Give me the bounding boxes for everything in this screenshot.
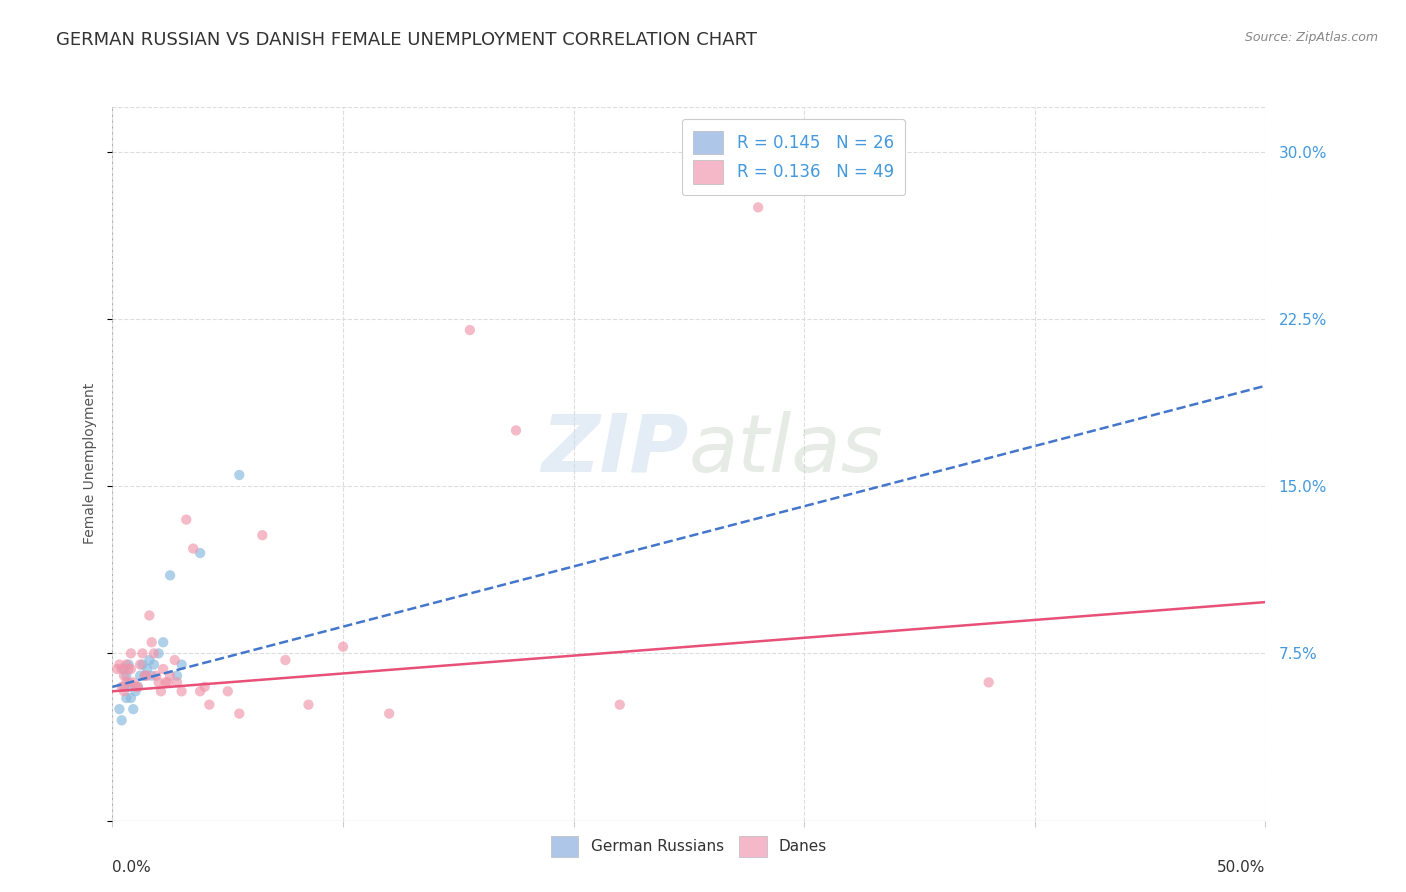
Point bbox=[609, 698, 631, 712]
Point bbox=[149, 684, 172, 698]
Point bbox=[188, 684, 211, 698]
Point bbox=[129, 669, 152, 683]
Point bbox=[131, 657, 153, 672]
Point bbox=[143, 657, 166, 672]
Point bbox=[228, 467, 250, 482]
Point bbox=[181, 541, 204, 556]
Point bbox=[274, 653, 297, 667]
Point bbox=[115, 657, 138, 672]
Point bbox=[108, 702, 131, 716]
Point bbox=[120, 690, 142, 705]
Point bbox=[112, 669, 135, 683]
Point bbox=[134, 669, 156, 683]
Point bbox=[159, 669, 181, 683]
Legend: German Russians, Danes: German Russians, Danes bbox=[541, 827, 837, 866]
Point bbox=[252, 528, 274, 542]
Point bbox=[217, 684, 239, 698]
Point bbox=[112, 684, 135, 698]
Point bbox=[124, 680, 146, 694]
Point bbox=[170, 684, 193, 698]
Point bbox=[138, 653, 160, 667]
Point bbox=[143, 646, 166, 660]
Point bbox=[127, 680, 149, 694]
Point bbox=[166, 669, 188, 683]
Text: Source: ZipAtlas.com: Source: ZipAtlas.com bbox=[1244, 31, 1378, 45]
Point bbox=[170, 657, 193, 672]
Point bbox=[136, 669, 159, 683]
Point bbox=[194, 680, 217, 694]
Point bbox=[159, 568, 181, 582]
Point bbox=[129, 657, 152, 672]
Y-axis label: Female Unemployment: Female Unemployment bbox=[83, 384, 97, 544]
Point bbox=[747, 201, 769, 215]
Point bbox=[228, 706, 250, 721]
Point bbox=[136, 662, 159, 676]
Point bbox=[148, 675, 170, 690]
Point bbox=[117, 662, 139, 676]
Text: 0.0%: 0.0% bbox=[112, 860, 152, 875]
Point bbox=[105, 662, 128, 676]
Point bbox=[117, 675, 139, 690]
Point bbox=[124, 684, 146, 698]
Text: GERMAN RUSSIAN VS DANISH FEMALE UNEMPLOYMENT CORRELATION CHART: GERMAN RUSSIAN VS DANISH FEMALE UNEMPLOY… bbox=[56, 31, 758, 49]
Point bbox=[115, 675, 138, 690]
Point bbox=[332, 640, 354, 654]
Point bbox=[977, 675, 1000, 690]
Point bbox=[115, 690, 138, 705]
Point bbox=[127, 680, 149, 694]
Point bbox=[122, 702, 145, 716]
Point bbox=[156, 675, 179, 690]
Point bbox=[505, 424, 527, 438]
Text: 50.0%: 50.0% bbox=[1218, 860, 1265, 875]
Text: atlas: atlas bbox=[689, 410, 884, 489]
Point bbox=[166, 675, 188, 690]
Point bbox=[112, 680, 135, 694]
Point bbox=[111, 714, 134, 728]
Point bbox=[152, 662, 174, 676]
Point bbox=[120, 646, 142, 660]
Point bbox=[141, 635, 163, 649]
Point bbox=[378, 706, 401, 721]
Point bbox=[148, 646, 170, 660]
Text: ZIP: ZIP bbox=[541, 410, 689, 489]
Point bbox=[198, 698, 221, 712]
Point bbox=[174, 512, 197, 526]
Point bbox=[122, 675, 145, 690]
Point bbox=[120, 662, 142, 676]
Point bbox=[141, 669, 163, 683]
Point bbox=[155, 675, 177, 690]
Point bbox=[188, 546, 211, 560]
Point bbox=[115, 669, 138, 683]
Point bbox=[112, 662, 135, 676]
Point bbox=[152, 635, 174, 649]
Point bbox=[131, 646, 153, 660]
Point bbox=[111, 680, 134, 694]
Point bbox=[117, 680, 139, 694]
Point bbox=[111, 662, 134, 676]
Point bbox=[163, 653, 186, 667]
Point bbox=[117, 657, 139, 672]
Point bbox=[297, 698, 319, 712]
Point bbox=[145, 669, 167, 683]
Point bbox=[108, 657, 131, 672]
Point bbox=[458, 323, 481, 337]
Point bbox=[134, 669, 156, 683]
Point bbox=[138, 608, 160, 623]
